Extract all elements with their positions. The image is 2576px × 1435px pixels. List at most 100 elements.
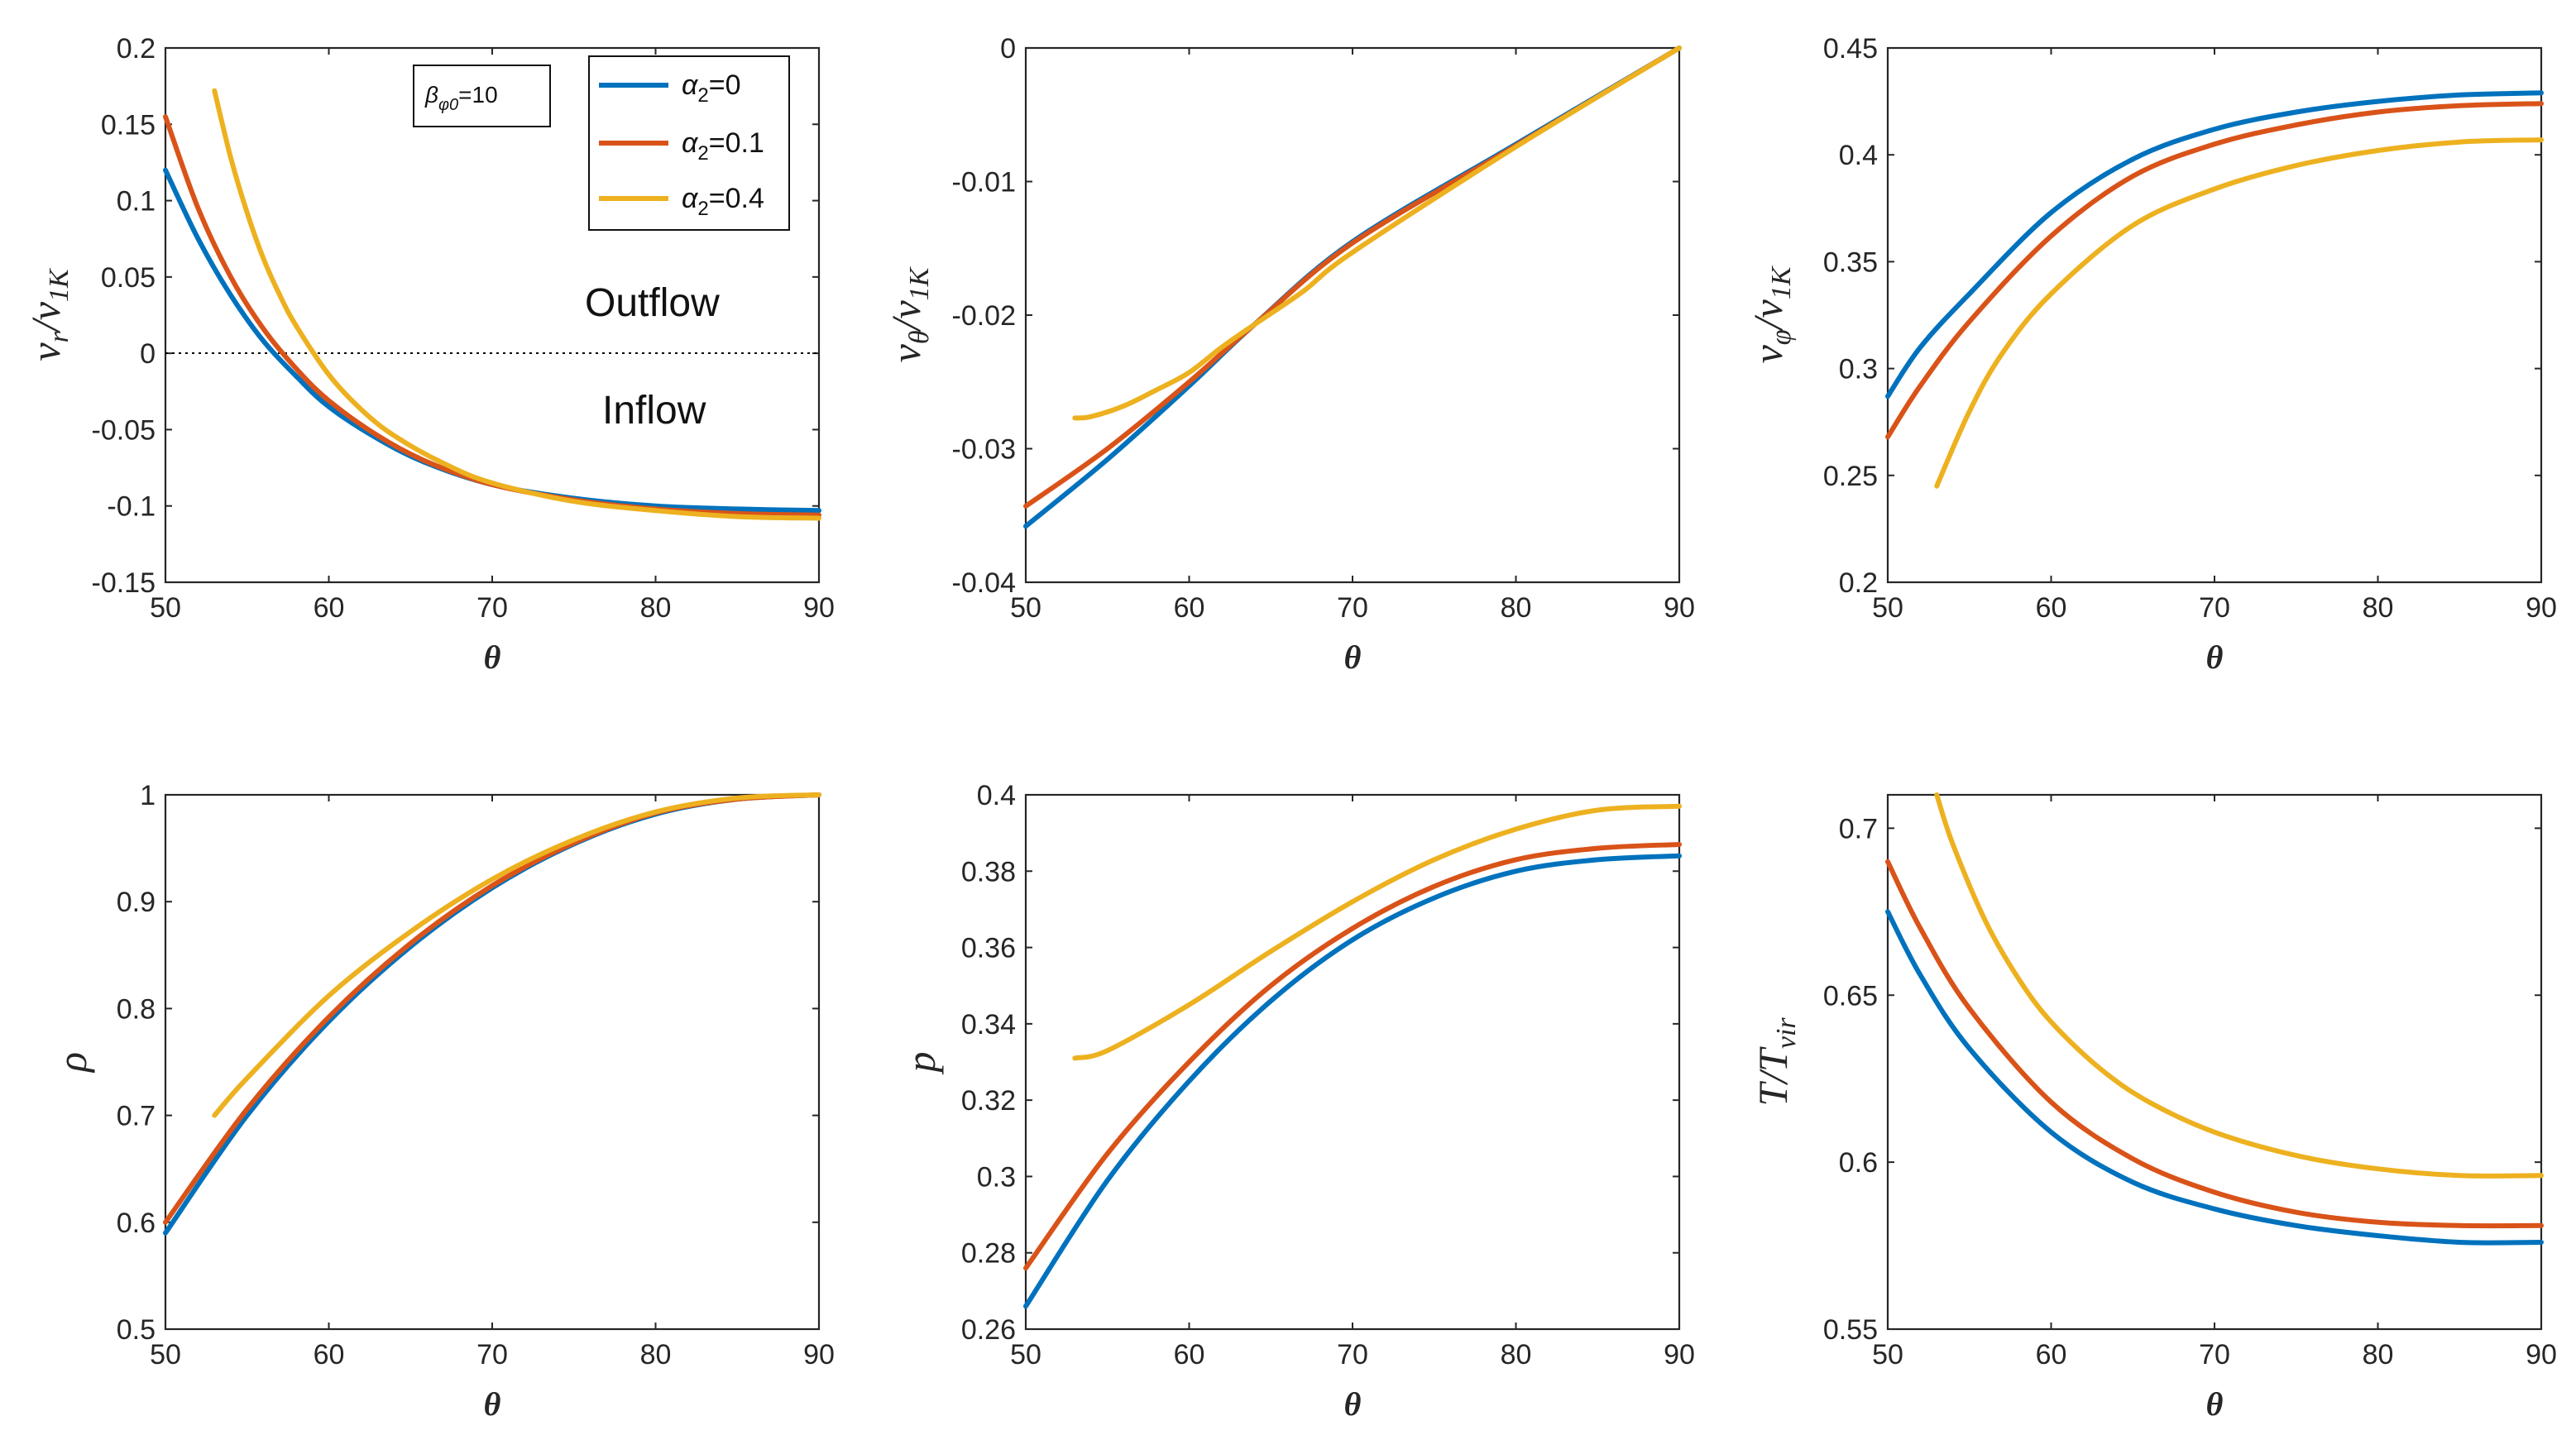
x-tick-label: 80 <box>2363 592 2394 624</box>
panel-temperature-series <box>1885 792 2544 1246</box>
series-line-alpha0 <box>163 792 821 1236</box>
series-line-alpha01 <box>163 792 821 1225</box>
x-tick-label: 80 <box>1501 592 1532 624</box>
panel-p-ticks: 50 60 70 80 90 0.26 0.28 0.3 0.32 0.34 0.36 0.38 0.4 <box>961 780 1695 1370</box>
y-tick-label: 1 <box>140 780 156 811</box>
y-tick-label: 0.45 <box>1823 33 1878 65</box>
y-tick-label: 0.8 <box>117 993 156 1025</box>
panel-rho-ylabel: ρ <box>49 1052 95 1074</box>
series-line-alpha04 <box>1072 803 1682 1061</box>
beta-box: βφ0=10 <box>413 65 551 127</box>
y-tick-label: 0.3 <box>977 1161 1016 1193</box>
x-tick-label: 90 <box>803 1339 835 1370</box>
panel-temperature-xlabel: θ <box>2206 1385 2224 1423</box>
y-tick-label: 0.15 <box>101 109 156 141</box>
x-tick-label: 90 <box>1664 1339 1695 1370</box>
x-tick-label: 80 <box>1501 1339 1532 1370</box>
y-tick-label: 0.65 <box>1823 980 1878 1012</box>
panel-vphi: 50 60 70 80 90 0.2 0.25 0.3 0.35 0.4 0.45 vφ/v1K θ <box>1745 33 2557 676</box>
x-tick-label: 90 <box>2526 592 2557 624</box>
y-tick-label: 0.25 <box>1823 461 1878 492</box>
x-tick-label: 70 <box>476 1339 508 1370</box>
y-tick-label: -0.04 <box>952 567 1017 599</box>
panel-p-ylabel: p <box>898 1052 944 1075</box>
y-tick-label: -0.1 <box>107 491 156 523</box>
series-line-alpha01 <box>1885 859 2544 1229</box>
panel-vtheta-ticks: 50 60 70 80 90 -0.04 -0.03 -0.02 -0.01 0 <box>952 33 1695 624</box>
y-tick-label: -0.01 <box>952 167 1017 199</box>
y-tick-label: 0.4 <box>977 780 1016 811</box>
x-tick-label: 90 <box>803 592 835 624</box>
x-tick-label: 60 <box>1174 1339 1205 1370</box>
panel-rho-ticks: 50 60 70 80 90 0.5 0.6 0.7 0.8 0.9 1 <box>117 780 835 1370</box>
x-tick-label: 80 <box>2363 1339 2394 1370</box>
series-line-alpha0 <box>1885 90 2544 399</box>
y-tick-label: -0.03 <box>952 434 1017 466</box>
panel-vphi-ylabel: vφ/v1K <box>1745 265 1797 363</box>
panel-vr: 50 60 70 80 90-0.15-0.1-0.0500.050.10.150.2 … <box>22 33 835 676</box>
y-tick-label: 0.2 <box>1839 567 1878 599</box>
x-tick-label: 60 <box>314 592 345 624</box>
panel-p-series <box>1023 803 1682 1309</box>
series-line-alpha04 <box>1072 45 1682 421</box>
outflow-annotation: Outflow <box>585 281 720 325</box>
y-tick-label: 0 <box>140 338 156 370</box>
panel-temperature-frame <box>1886 793 2543 1331</box>
y-tick-label: 0.05 <box>101 262 156 294</box>
x-tick-label: 50 <box>1010 1339 1041 1370</box>
y-tick-label: 0.32 <box>961 1085 1016 1117</box>
y-tick-label: 0.35 <box>1823 246 1878 278</box>
panel-temperature-ylabel: T/Tvir <box>1750 1017 1802 1107</box>
y-tick-label: 0.6 <box>1839 1147 1878 1179</box>
y-tick-label: 0.7 <box>1839 813 1878 844</box>
series-line-alpha01 <box>1885 101 2544 440</box>
x-tick-label: 60 <box>2036 592 2067 624</box>
x-tick-label: 70 <box>1337 1339 1368 1370</box>
panel-vr-ylabel: vr/v1K <box>22 267 74 361</box>
series-line-alpha04 <box>1934 137 2544 489</box>
panel-rho: 50 60 70 80 90 0.5 0.6 0.7 0.8 0.9 1 ρ θ <box>49 780 835 1423</box>
y-tick-label: 0.36 <box>961 933 1016 964</box>
panel-vphi-ticks: 50 60 70 80 90 0.2 0.25 0.3 0.35 0.4 0.45 <box>1823 33 2557 624</box>
y-tick-label: -0.05 <box>92 414 156 446</box>
x-tick-label: 60 <box>1174 592 1205 624</box>
y-tick-label: 0.26 <box>961 1314 1016 1346</box>
x-tick-label: 60 <box>2036 1339 2067 1370</box>
panel-vtheta-series <box>1023 45 1682 529</box>
x-tick-label: 50 <box>1010 592 1041 624</box>
series-line-alpha01 <box>1023 842 1682 1271</box>
y-tick-label: 0.1 <box>117 186 156 218</box>
x-tick-label: 60 <box>314 1339 345 1370</box>
beta-box-frame <box>413 65 551 127</box>
x-tick-label: 90 <box>2526 1339 2557 1370</box>
panel-temperature-ticks: 50 60 70 80 90 0.55 0.6 0.65 0.7 <box>1823 795 2557 1370</box>
legend-label-alpha01: α2=0.1 <box>682 127 764 165</box>
series-line-alpha04 <box>212 88 821 521</box>
series-line-alpha04 <box>212 792 821 1118</box>
panel-vtheta: 50 60 70 80 90 -0.04 -0.03 -0.02 -0.01 0 vθ/v1K θ <box>883 33 1695 676</box>
y-tick-label: 0.9 <box>117 887 156 918</box>
series-line-alpha04 <box>1934 792 2544 1179</box>
legend-label-alpha04: α2=0.4 <box>682 183 764 220</box>
y-tick-label: 0.34 <box>961 1009 1016 1040</box>
legend-label-alpha0: α2=0 <box>682 69 741 107</box>
y-tick-label: 0 <box>1000 33 1016 65</box>
x-tick-label: 50 <box>1872 592 1903 624</box>
y-tick-label: 0.7 <box>117 1101 156 1132</box>
panel-vtheta-xlabel: θ <box>1344 639 1362 676</box>
panel-p: 50 60 70 80 90 0.26 0.28 0.3 0.32 0.34 0.36 0.38 0.4… <box>898 780 1695 1423</box>
y-tick-label: 0.3 <box>1839 354 1878 385</box>
y-tick-label: -0.15 <box>92 567 156 599</box>
panel-vr-xlabel: θ <box>484 639 501 676</box>
panel-vphi-xlabel: θ <box>2206 639 2224 676</box>
y-tick-label: 0.2 <box>117 33 156 65</box>
x-tick-label: 70 <box>2199 592 2230 624</box>
panel-p-frame <box>1024 793 1681 1331</box>
y-tick-label: 0.38 <box>961 856 1016 887</box>
panel-temperature: 50 60 70 80 90 0.55 0.6 0.65 0.7 T/Tvir θ <box>1750 792 2557 1423</box>
beta-parameter-label: βφ0=10 <box>424 82 498 114</box>
series-line-alpha01 <box>1023 45 1682 509</box>
x-tick-label: 80 <box>640 1339 672 1370</box>
panel-p-xlabel: θ <box>1344 1385 1362 1423</box>
inflow-annotation: Inflow <box>602 389 706 433</box>
